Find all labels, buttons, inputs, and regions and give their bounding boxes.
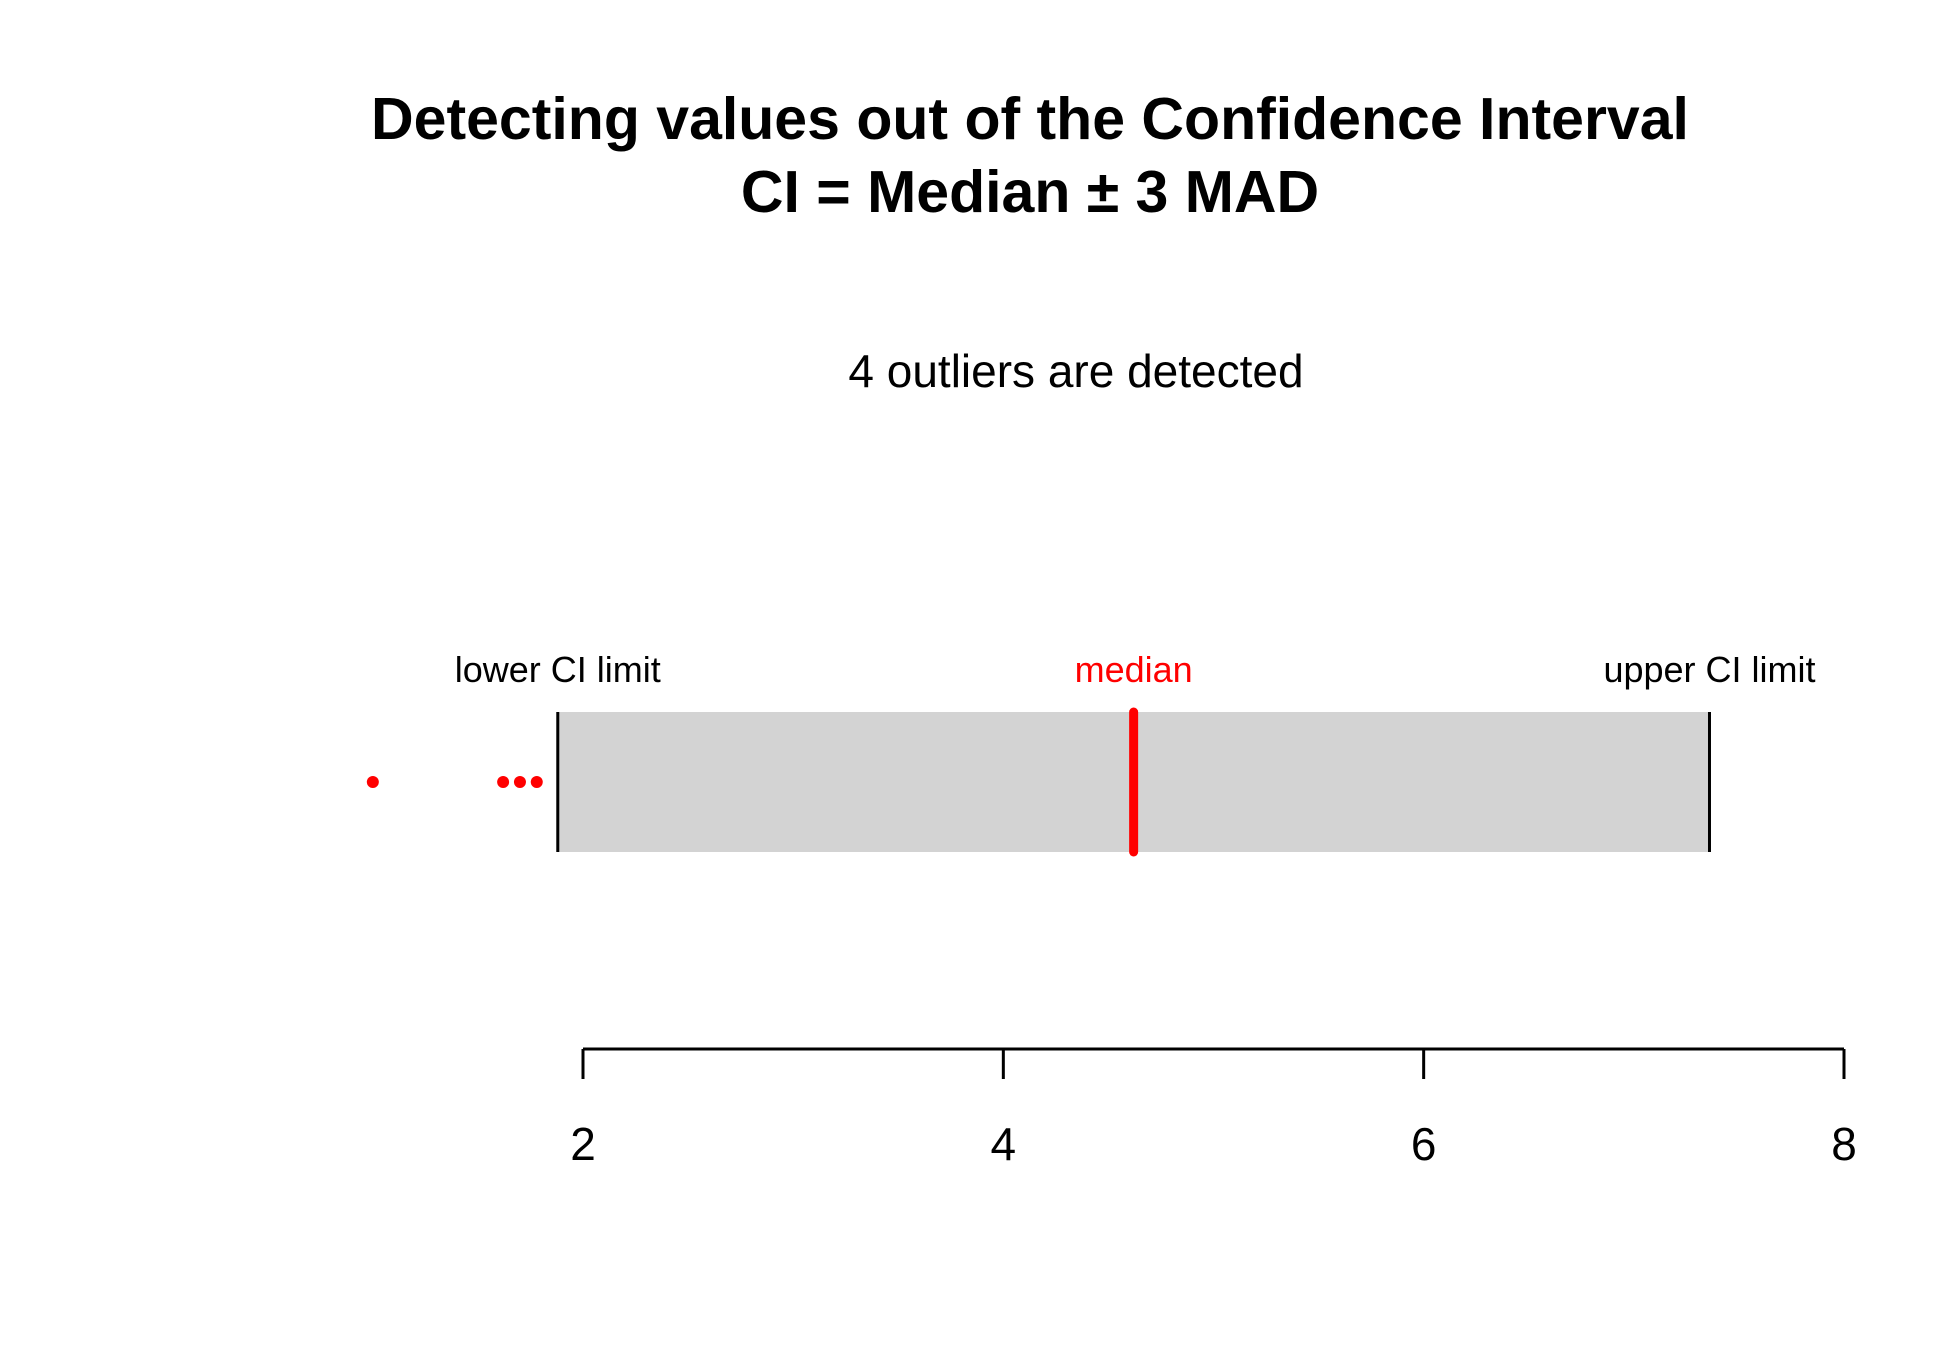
x-axis-tick-label: 4: [991, 1118, 1017, 1170]
upper-ci-limit-label: upper CI limit: [1603, 649, 1815, 690]
median-label: median: [1075, 649, 1193, 690]
x-axis-tick-label: 2: [570, 1118, 596, 1170]
outlier-point: [497, 776, 510, 788]
x-axis: 2 4 6 8: [570, 1047, 1857, 1170]
x-axis-tick-label: 8: [1831, 1118, 1857, 1170]
outlier-count-annotation: 4 outliers are detected: [848, 345, 1303, 397]
outlier-point: [530, 776, 543, 788]
outlier-point: [366, 776, 379, 788]
chart-title: Detecting values out of the Confidence I…: [371, 86, 1689, 152]
outlier-point: [513, 776, 526, 788]
lower-ci-limit-label: lower CI limit: [455, 649, 661, 690]
outlier-points: [366, 776, 543, 788]
chart-subtitle: CI = Median ± 3 MAD: [741, 159, 1319, 225]
x-axis-tick-label: 6: [1411, 1118, 1437, 1170]
